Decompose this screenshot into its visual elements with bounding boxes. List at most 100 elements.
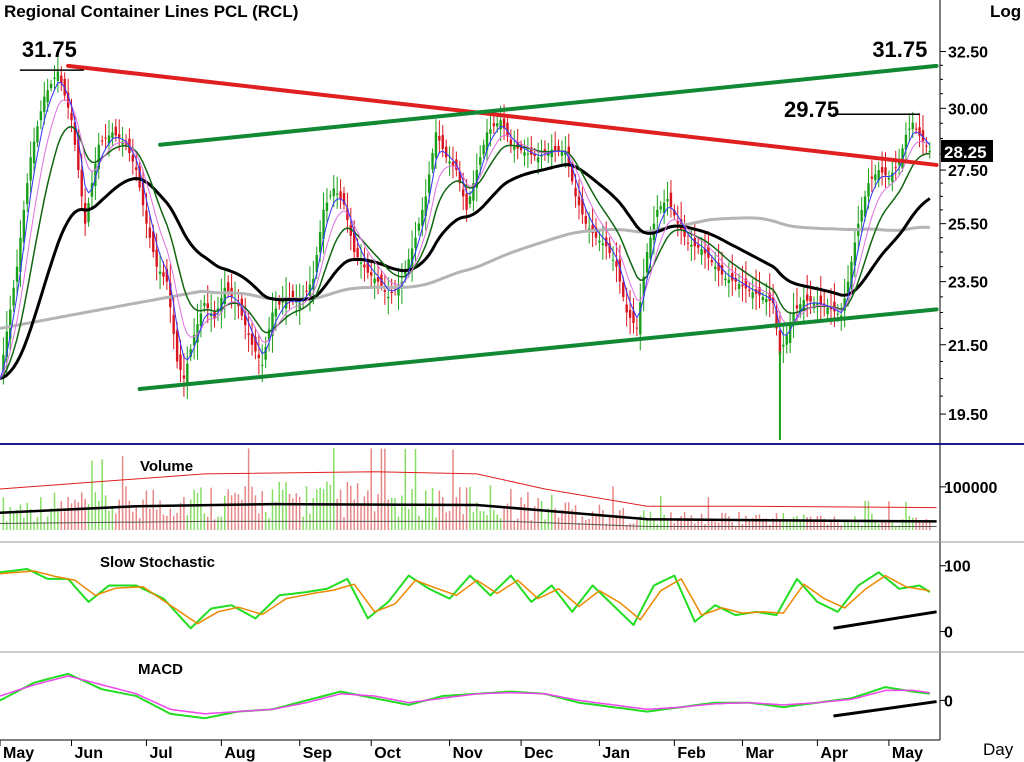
month-label: Oct [374,745,401,762]
candle-body [254,336,257,352]
candle-body [734,277,737,282]
candle-body [325,202,329,211]
candle-body [305,290,308,292]
candle-body [332,188,335,197]
price-tick-label: 30.00 [948,101,988,118]
candle-body [329,195,332,197]
candle-body [731,273,734,281]
candle-body [414,237,417,249]
candle-body [199,313,203,326]
candle-body [843,298,846,312]
candle-body [635,327,639,329]
candle-body [639,302,642,335]
candle-body [720,264,724,275]
candle-body [557,145,560,151]
candle-body [588,228,591,231]
candle-body [765,298,768,303]
stochastic-tick-label: 100 [944,559,971,576]
candle-body [438,135,441,141]
candle-body [785,334,788,345]
candle-body [15,266,19,282]
candle-body [850,261,853,288]
candle-body [485,132,489,151]
candle-body [465,193,468,210]
candle-body [87,203,90,223]
candle-body [884,167,887,176]
candle-body [622,282,625,297]
candle-body [60,75,63,84]
candle-body [615,261,618,267]
candle-body [80,169,83,197]
candle-body [158,271,162,274]
candle-body [928,150,931,152]
candle-body [918,127,921,136]
candle-body [550,149,553,158]
candle-body [427,174,431,193]
month-label: Aug [224,745,255,762]
candle-body [901,148,904,169]
candle-body [836,313,840,315]
candle-body [111,132,114,139]
candle-body [686,242,690,244]
candle-body [744,278,748,289]
candle-body [894,167,897,169]
candle-body [863,196,867,217]
candle-body [216,308,220,312]
candle-body [489,129,492,134]
candle-body [468,196,472,205]
candle-body [751,292,754,299]
candle-body [799,304,802,313]
candle-body [737,283,741,290]
volume-tick-label: 100000 [944,480,997,497]
candle-body [775,310,778,329]
month-label: Jun [75,745,103,762]
price-tick-label: 27.50 [948,163,988,180]
price-tick-label: 25.50 [948,217,988,234]
candle-body [656,209,659,217]
candle-body [32,141,36,164]
candle-body [56,71,60,81]
candle-body [182,375,186,379]
month-axis: May Jun Jul Aug Sep Oct Nov Dec Jan Feb Mar Apr May [0,740,923,762]
candle-body [335,193,339,195]
candle-body [356,248,359,258]
price-panel: 32.50 30.00 27.50 25.50 23.50 21.50 19.50 31.75… [0,37,993,440]
month-label: Jul [149,745,172,762]
stochastic-tick-label: 0 [944,625,953,642]
candle-body [461,189,465,197]
candle-body [444,146,448,158]
candle-body [448,161,451,164]
candle-body [880,167,884,173]
candle-body [584,216,587,224]
candle-body [696,244,700,248]
candle-body [148,227,152,238]
candle-body [5,331,9,357]
candle-body [812,302,816,309]
candle-body [318,232,322,252]
candle-body [666,199,669,202]
candle-body [509,139,513,145]
candle-body [135,167,138,171]
candle-body [257,354,261,359]
candle-body [100,140,104,142]
candle-body [186,363,189,385]
x-axis-label: Day [983,740,1014,759]
candle-body [107,135,111,144]
candle-body [53,77,56,79]
candle-body [523,152,526,156]
candle-body [138,166,141,188]
ma_50-line [0,163,931,381]
candle-body [908,128,911,130]
candle-body [496,123,499,127]
candle-body [870,176,874,179]
candle-body [904,134,908,150]
candle-body [390,291,393,294]
macd-trendline [833,700,937,718]
candle-body [209,313,213,317]
candle-body [628,309,632,318]
candle-body [853,242,857,266]
candle-body [322,209,325,239]
volume-label: Volume [140,458,193,475]
candle-body [758,287,761,296]
candle-body [897,162,901,165]
